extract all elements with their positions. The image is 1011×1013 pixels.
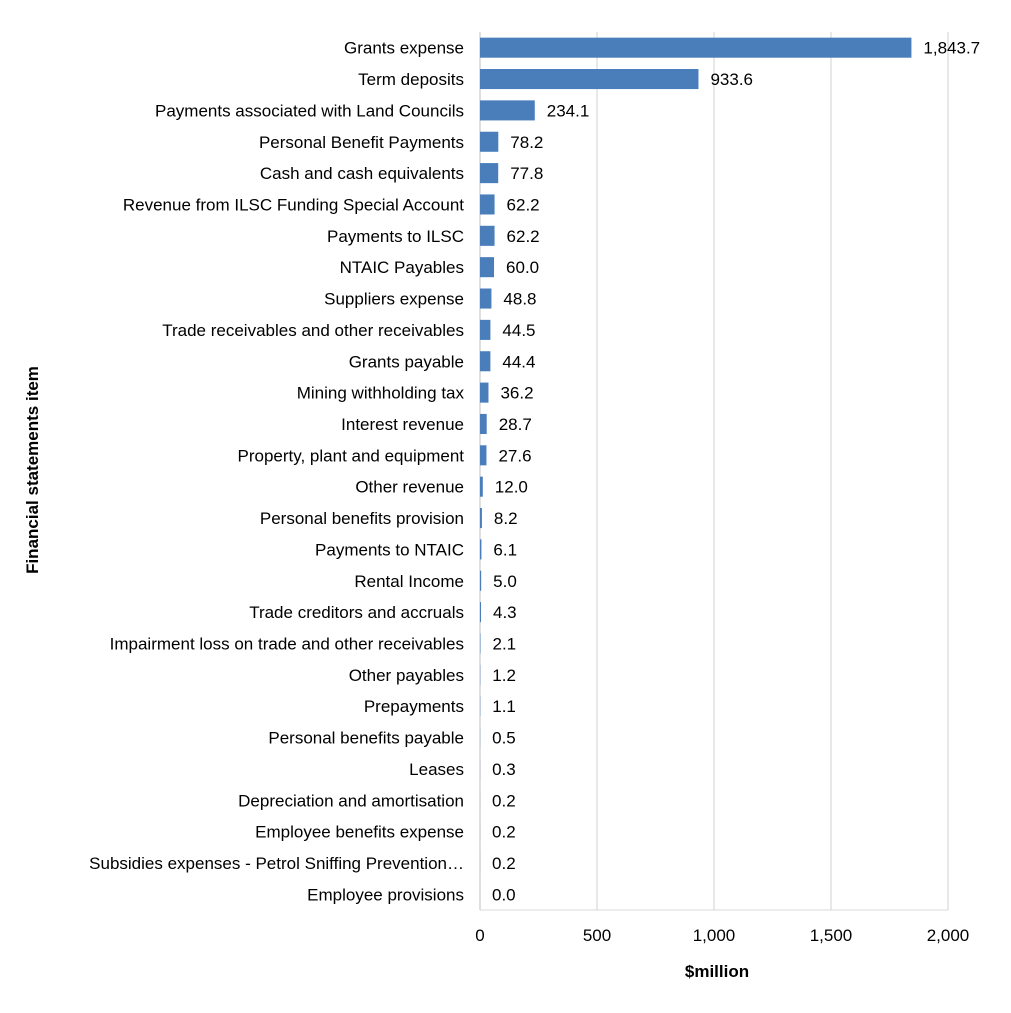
x-tick-labels: 0 500 1,000 1,500 2,000 xyxy=(475,926,969,945)
value-label: 8.2 xyxy=(494,509,518,528)
value-label: 0.2 xyxy=(492,791,516,810)
gridlines xyxy=(479,32,949,911)
category-label: Payments associated with Land Councils xyxy=(155,101,464,120)
category-label: Rental Income xyxy=(354,572,464,591)
category-label: Grants expense xyxy=(344,39,464,58)
value-label: 1.2 xyxy=(492,666,516,685)
category-label: Grants payable xyxy=(349,352,464,371)
category-label: Leases xyxy=(409,760,464,779)
bars xyxy=(480,37,912,873)
bar xyxy=(480,319,491,340)
value-label: 0.5 xyxy=(492,729,516,748)
value-label: 78.2 xyxy=(510,133,543,152)
category-label: Term deposits xyxy=(358,70,464,89)
x-tick-label: 500 xyxy=(583,926,611,945)
x-tick-label: 1,000 xyxy=(693,926,736,945)
bar xyxy=(480,37,912,58)
value-label: 1.1 xyxy=(492,697,516,716)
category-label: Personal benefits provision xyxy=(260,509,464,528)
category-label: Impairment loss on trade and other recei… xyxy=(110,634,464,653)
value-label: 0.2 xyxy=(492,823,516,842)
value-label: 28.7 xyxy=(499,415,532,434)
value-label: 0.2 xyxy=(492,854,516,873)
value-label: 36.2 xyxy=(500,384,533,403)
bar xyxy=(480,194,495,215)
value-label: 933.6 xyxy=(710,70,753,89)
bar xyxy=(480,257,495,278)
value-label: 27.6 xyxy=(498,446,531,465)
value-label: 2.1 xyxy=(492,634,516,653)
bar xyxy=(480,476,483,497)
category-label: Interest revenue xyxy=(341,415,464,434)
x-tick-label: 2,000 xyxy=(927,926,970,945)
bar xyxy=(480,100,535,121)
category-label: Prepayments xyxy=(364,697,464,716)
value-label: 60.0 xyxy=(506,258,539,277)
bar xyxy=(480,413,487,434)
value-label: 0.3 xyxy=(492,760,516,779)
y-axis-title: Financial statements item xyxy=(23,366,42,574)
bar xyxy=(480,539,482,560)
x-tick-label: 0 xyxy=(475,926,484,945)
bar xyxy=(480,602,482,623)
category-label: Revenue from ILSC Funding Special Accoun… xyxy=(123,195,464,214)
bar xyxy=(480,163,499,184)
value-label: 44.4 xyxy=(502,352,535,371)
bar xyxy=(480,288,492,309)
value-label: 62.2 xyxy=(507,195,540,214)
bar xyxy=(480,351,491,372)
bar xyxy=(480,382,489,403)
category-label: Depreciation and amortisation xyxy=(238,791,464,810)
value-label: 5.0 xyxy=(493,572,517,591)
bar xyxy=(480,508,482,529)
category-label: Payments to ILSC xyxy=(327,227,464,246)
value-labels: 1,843.7 933.6 234.178.2 77.8 62.2 62.2 60.0 48.… xyxy=(492,39,980,905)
value-label: 62.2 xyxy=(507,227,540,246)
value-label: 44.5 xyxy=(502,321,535,340)
value-label: 12.0 xyxy=(495,478,528,497)
category-label: Trade receivables and other receivables xyxy=(162,321,464,340)
category-label: Personal Benefit Payments xyxy=(259,133,464,152)
bar xyxy=(480,131,499,152)
category-label: Payments to NTAIC xyxy=(315,540,464,559)
category-label: NTAIC Payables xyxy=(340,258,464,277)
category-labels: Grants expense Term deposits Payments asso… xyxy=(89,39,464,905)
category-label: Mining withholding tax xyxy=(297,384,465,403)
bar xyxy=(480,570,482,591)
value-label: 6.1 xyxy=(493,540,517,559)
bar xyxy=(480,225,495,246)
category-label: Other payables xyxy=(349,666,464,685)
bar xyxy=(480,69,699,90)
value-label: 234.1 xyxy=(547,101,590,120)
category-label: Cash and cash equivalents xyxy=(260,164,464,183)
category-label: Employee benefits expense xyxy=(255,823,464,842)
value-label: 77.8 xyxy=(510,164,543,183)
category-label: Property, plant and equipment xyxy=(238,446,465,465)
value-label: 0.0 xyxy=(492,885,516,904)
category-label: Personal benefits payable xyxy=(268,729,464,748)
value-label: 4.3 xyxy=(493,603,517,622)
value-label: 1,843.7 xyxy=(923,39,980,58)
category-label: Employee provisions xyxy=(307,885,464,904)
category-label: Other revenue xyxy=(355,478,464,497)
category-label: Subsidies expenses - Petrol Sniffing Pre… xyxy=(89,854,464,873)
bar xyxy=(480,445,487,466)
x-axis-title: $million xyxy=(685,962,749,981)
category-label: Suppliers expense xyxy=(324,290,464,309)
category-label: Trade creditors and accruals xyxy=(249,603,464,622)
x-tick-label: 1,500 xyxy=(810,926,853,945)
value-label: 48.8 xyxy=(503,290,536,309)
